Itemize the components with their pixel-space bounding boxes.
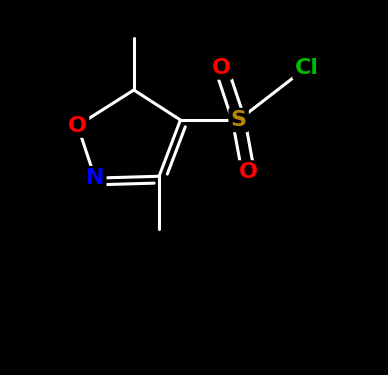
Text: N: N — [86, 168, 104, 188]
Text: Cl: Cl — [294, 57, 319, 78]
Text: O: O — [68, 116, 87, 136]
Text: O: O — [239, 162, 258, 183]
Text: S: S — [230, 110, 247, 130]
Text: O: O — [212, 57, 230, 78]
